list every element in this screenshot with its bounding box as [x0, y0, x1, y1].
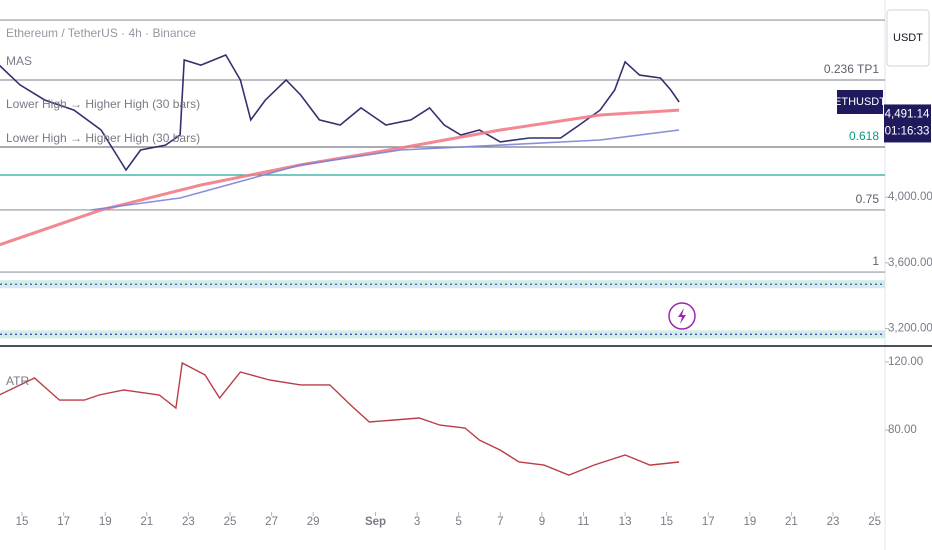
x-tick-label: 25: [224, 516, 237, 528]
x-tick-label: 27: [265, 516, 278, 528]
pane-title: ATR: [6, 374, 29, 388]
y-tick-label: 3,200.00: [888, 323, 932, 335]
x-tick-label: 29: [307, 516, 320, 528]
x-tick-label: 15: [660, 516, 673, 528]
series-line: [0, 53, 680, 172]
last-price-tag: [884, 104, 931, 143]
symbol-tag: [837, 90, 883, 114]
y-tick-label: 4,000.00: [888, 191, 932, 203]
x-tick-label: 17: [702, 516, 715, 528]
x-tick-label: 21: [140, 516, 153, 528]
currency-button[interactable]: [886, 9, 930, 67]
x-tick-label: 11: [578, 516, 590, 528]
x-tick-label: 23: [827, 516, 840, 528]
zone-band: [0, 330, 885, 339]
x-tick-label: 13: [619, 516, 632, 528]
y-tick-label: 3,600.00: [888, 257, 932, 269]
x-tick-label: 5: [456, 516, 462, 528]
y-tick-label: 120.00: [888, 356, 923, 368]
level-label: 0.618: [849, 129, 879, 143]
indicator-label: MAS: [6, 54, 32, 68]
level-label: 1: [872, 254, 879, 268]
chart-title: Ethereum / TetherUS · 4h · Binance: [6, 26, 196, 40]
x-tick-label: 7: [497, 516, 503, 528]
x-tick-label: 3: [414, 516, 420, 528]
level-label: 0.236 TP1: [824, 62, 879, 76]
x-tick-label: Sep: [365, 516, 386, 528]
alert-icon[interactable]: [668, 302, 696, 330]
alert-bolt[interactable]: [678, 308, 686, 324]
series-line: [0, 361, 680, 476]
x-tick-label: 9: [539, 516, 545, 528]
indicator-label: Lower High → Higher High (30 bars): [6, 97, 200, 111]
x-tick-label: 23: [182, 516, 195, 528]
x-tick-label: 25: [868, 516, 881, 528]
currency-label[interactable]: USDT: [893, 32, 923, 44]
level-label: 0.75: [856, 192, 880, 206]
last-price-label: 4,491.14: [885, 108, 930, 120]
x-tick-label: 17: [57, 516, 70, 528]
x-tick-label: 19: [743, 516, 756, 528]
x-tick-label: 15: [16, 516, 29, 528]
symbol-label: ETHUSDT: [834, 96, 886, 108]
x-tick-label: 21: [785, 516, 798, 528]
indicator-label: Lower High → Higher High (30 bars): [6, 131, 200, 145]
y-tick-label: 80.00: [888, 424, 917, 436]
series-line: [90, 129, 680, 211]
countdown-label: 01:16:33: [885, 125, 930, 137]
zone-band: [0, 280, 885, 289]
x-tick-label: 19: [99, 516, 112, 528]
